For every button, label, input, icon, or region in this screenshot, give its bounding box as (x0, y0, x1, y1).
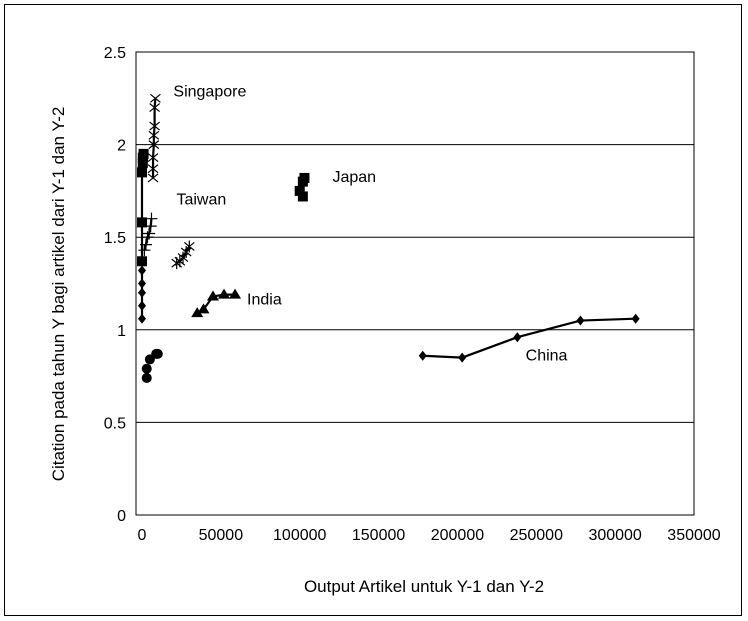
data-point (218, 288, 231, 299)
series-labels: Singapore Japan Taiwan India China (173, 83, 567, 364)
series-label-singapore: Singapore (173, 83, 246, 100)
x-tick-label: 150000 (352, 527, 405, 544)
series-india (191, 288, 242, 318)
data-point (148, 140, 160, 150)
series-unlabeled-3 (171, 240, 195, 270)
y-axis-label: Citation pada tahun Y bagi artikel dari … (49, 107, 68, 482)
data-point (183, 240, 195, 253)
data-point (152, 348, 163, 359)
series-unlabeled-7 (141, 348, 163, 383)
plot-area (135, 51, 695, 516)
data-point (138, 244, 151, 257)
x-tick-label: 0 (138, 527, 147, 544)
data-point (197, 303, 210, 314)
data-point (145, 212, 158, 225)
data-point (297, 191, 308, 202)
data-point (137, 217, 147, 228)
x-tick-label: 50000 (199, 527, 244, 544)
data-point (137, 158, 148, 169)
chart-frame: 0 0.5 1 1.5 2 2.5 0 50000 100000 150000 200000 2500… (4, 4, 742, 616)
data-point (138, 300, 146, 311)
data-point (138, 278, 146, 289)
scatter-chart: 0 0.5 1 1.5 2 2.5 0 50000 100000 150000 200000 2500… (4, 4, 742, 616)
data-point (149, 121, 160, 131)
data-point (576, 315, 585, 326)
data-point (147, 173, 159, 183)
series-line (151, 98, 157, 178)
y-tick-label: 2.5 (104, 45, 126, 62)
data-point (229, 288, 242, 299)
y-tick-label: 2 (117, 138, 126, 155)
data-point (147, 153, 159, 163)
series-label-india: India (247, 292, 282, 309)
tick-labels: 0 0.5 1 1.5 2 2.5 0 50000 100000 150000 200000 2500… (104, 45, 721, 544)
data-point (149, 103, 160, 113)
data-point (138, 148, 149, 159)
series-label-japan: Japan (332, 169, 376, 186)
data-point (137, 256, 147, 267)
series-label-china: China (526, 348, 568, 365)
data-point (141, 363, 152, 374)
data-point (137, 167, 147, 178)
y-tick-label: 1 (117, 323, 126, 340)
x-tick-label: 250000 (510, 527, 563, 544)
data-point (138, 265, 146, 276)
x-axis-label: Output Artikel untuk Y-1 dan Y-2 (304, 577, 544, 596)
data-point (138, 287, 146, 298)
y-tick-label: 1.5 (104, 230, 126, 247)
data-point (150, 93, 161, 103)
series-label-taiwan: Taiwan (176, 192, 226, 209)
series-china (418, 313, 640, 363)
series-unlabeled-4 (137, 148, 149, 267)
x-tick-label: 200000 (431, 527, 484, 544)
data-point (147, 164, 159, 174)
data-point (418, 350, 427, 361)
data-point (141, 372, 152, 383)
y-tick-label: 0 (117, 508, 126, 525)
data-point (206, 290, 219, 301)
series-singapore (147, 93, 161, 183)
data-point (513, 332, 522, 343)
data-point (138, 313, 146, 324)
data-point (191, 307, 204, 318)
chart-border (4, 4, 742, 616)
data-point (294, 185, 305, 196)
x-tick-label: 100000 (273, 527, 326, 544)
data-point (458, 352, 467, 363)
gridlines (136, 144, 694, 423)
data-point (631, 313, 640, 324)
data-point (299, 172, 310, 183)
series-unlabeled-6 (138, 265, 146, 324)
y-tick-label: 0.5 (104, 415, 126, 432)
x-tick-label: 350000 (667, 527, 720, 544)
data-point (143, 227, 156, 240)
data-point (148, 130, 160, 140)
series-japan (294, 172, 310, 202)
series-layer (137, 93, 640, 383)
x-tick-label: 300000 (588, 527, 641, 544)
